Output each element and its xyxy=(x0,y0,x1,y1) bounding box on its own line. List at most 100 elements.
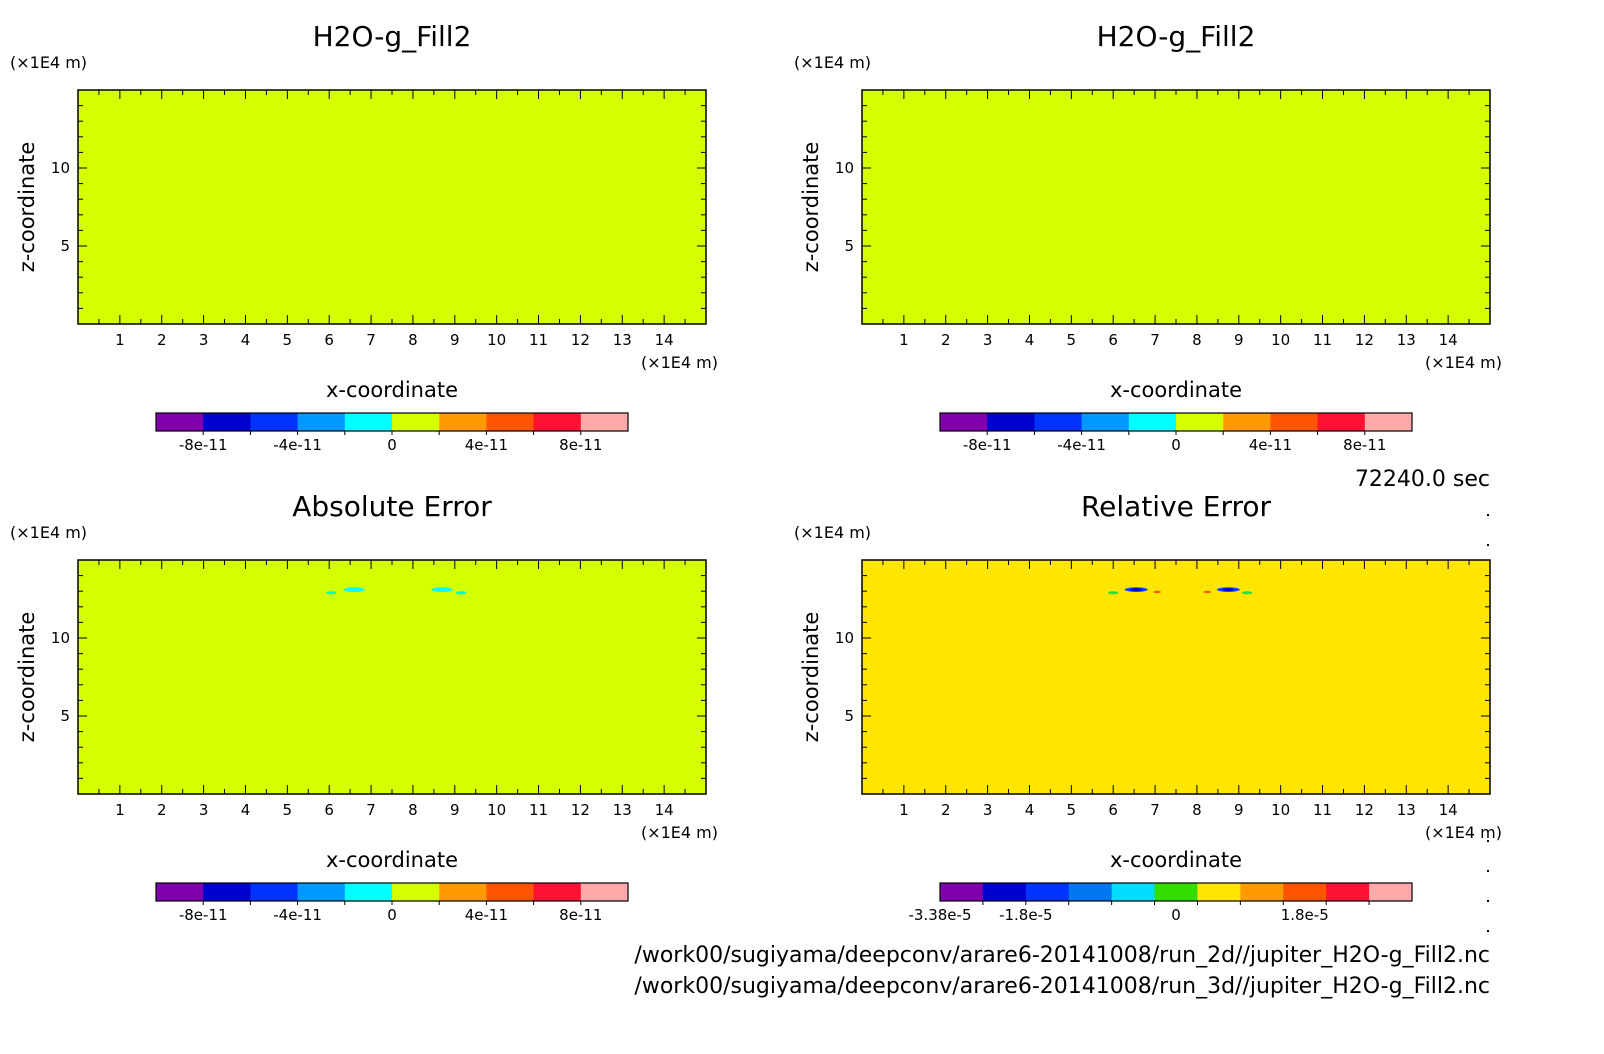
y-tick-label: 10 xyxy=(835,159,854,177)
x-tick-label: 14 xyxy=(1439,801,1458,819)
x-tick-label: 11 xyxy=(529,801,548,819)
x-tick-label: 6 xyxy=(324,801,334,819)
colorbar-swatch xyxy=(156,413,204,431)
x-tick-label: 1 xyxy=(115,801,125,819)
colorbar-swatch xyxy=(1176,413,1224,431)
x-tick-label: 4 xyxy=(241,801,251,819)
tick-marks xyxy=(77,89,707,325)
x-tick-label: 13 xyxy=(1397,801,1416,819)
file-path-2: /work00/sugiyama/deepconv/arare6-2014100… xyxy=(634,974,1490,999)
colorbar-swatch xyxy=(940,883,984,901)
colorbar-swatch xyxy=(439,413,487,431)
chart-title: Relative Error xyxy=(1081,490,1272,523)
colorbar-swatch xyxy=(297,413,346,431)
x-tick-label: 1 xyxy=(899,331,909,349)
colorbar: -8e-11 -4e-11 0 4e-11 8e-11 xyxy=(939,412,1413,454)
x-tick-label: 7 xyxy=(1150,331,1160,349)
colorbar-swatch xyxy=(392,413,440,431)
colorbar-swatch xyxy=(1081,413,1130,431)
colorbar: -8e-11 -4e-11 0 4e-11 8e-11 xyxy=(155,882,629,924)
colorbar-swatch xyxy=(1068,883,1113,901)
colorbar-swatch xyxy=(1317,413,1366,431)
colorbar-swatch xyxy=(486,883,535,901)
field-feature-1 xyxy=(343,587,365,592)
x-tick-label: 5 xyxy=(1067,801,1077,819)
colorbar-swatch xyxy=(987,413,1035,431)
colorbar-swatch xyxy=(1369,883,1413,901)
x-tick-label: 2 xyxy=(941,801,951,819)
colorbar-label: -4e-11 xyxy=(273,906,322,924)
colorbar-label: -1.8e-5 xyxy=(999,906,1052,924)
colorbar-swatch xyxy=(392,883,440,901)
x-tick-label: 5 xyxy=(1067,331,1077,349)
x-tick-label: 9 xyxy=(450,331,460,349)
x-tick-label: 8 xyxy=(1192,331,1202,349)
x-tick-label: 3 xyxy=(983,331,993,349)
x-tick-label: 8 xyxy=(1192,801,1202,819)
colorbar-label: 0 xyxy=(387,436,397,454)
colorbar-swatch xyxy=(1283,883,1327,901)
x-axis-label: x-coordinate xyxy=(1110,848,1242,872)
x-tick-label: 14 xyxy=(1439,331,1458,349)
y-tick-label: 5 xyxy=(60,707,70,725)
x-unit-label: (×1E4 m) xyxy=(1425,353,1502,372)
y-tick-label: 10 xyxy=(835,629,854,647)
colorbar-swatch xyxy=(1025,883,1070,901)
colorbar-swatch xyxy=(1034,413,1083,431)
x-tick-label: 4 xyxy=(1025,801,1035,819)
x-tick-label: 12 xyxy=(1355,331,1374,349)
x-tick-label: 6 xyxy=(1108,801,1118,819)
y-tick-label: 10 xyxy=(51,159,70,177)
y-unit-label: (×1E4 m) xyxy=(794,53,871,72)
x-tick-label: 9 xyxy=(1234,801,1244,819)
x-tick-label: 12 xyxy=(571,331,590,349)
x-tick-label: 13 xyxy=(613,331,632,349)
y-tick-label: 5 xyxy=(844,237,854,255)
x-tick-label: 1 xyxy=(899,801,909,819)
x-tick-label: 5 xyxy=(283,801,293,819)
field-feature-8 xyxy=(1203,590,1212,594)
colorbar-swatch xyxy=(203,883,251,901)
field-feature-3 xyxy=(1107,591,1119,595)
colorbar-swatch xyxy=(580,413,629,431)
colorbar-label: 1.8e-5 xyxy=(1281,906,1329,924)
colorbar-label: 4e-11 xyxy=(465,436,508,454)
colorbar-label: 0 xyxy=(1171,906,1181,924)
colorbar-swatch xyxy=(580,883,629,901)
x-tick-label: 1 xyxy=(115,331,125,349)
x-tick-label: 14 xyxy=(655,331,674,349)
x-tick-label: 2 xyxy=(157,331,167,349)
colorbar-label: 8e-11 xyxy=(1343,436,1386,454)
y-axis-label: z-coordinate xyxy=(799,612,823,743)
x-tick-label: 9 xyxy=(450,801,460,819)
field-feature-3 xyxy=(431,587,453,592)
colorbar-label: -8e-11 xyxy=(963,436,1012,454)
x-tick-label: 3 xyxy=(199,801,209,819)
colorbar-swatch xyxy=(533,413,582,431)
file-path-1: /work00/sugiyama/deepconv/arare6-2014100… xyxy=(634,943,1490,968)
colorbar-label: -4e-11 xyxy=(1057,436,1106,454)
y-tick-label: 5 xyxy=(844,707,854,725)
colorbar-swatch xyxy=(1270,413,1319,431)
x-tick-label: 3 xyxy=(983,801,993,819)
y-tick-label: 10 xyxy=(51,629,70,647)
x-tick-label: 13 xyxy=(1397,331,1416,349)
colorbar-swatch xyxy=(1111,883,1156,901)
x-axis-label: x-coordinate xyxy=(1110,378,1242,402)
colorbar-swatch xyxy=(156,883,204,901)
x-tick-label: 14 xyxy=(655,801,674,819)
colorbar-swatch xyxy=(203,413,251,431)
time-label: 72240.0 sec xyxy=(1355,467,1490,492)
x-unit-label: (×1E4 m) xyxy=(641,823,718,842)
chart-title: H2O-g_Fill2 xyxy=(1097,20,1256,53)
colorbar-label: -3.38e-5 xyxy=(909,906,972,924)
x-tick-label: 2 xyxy=(941,331,951,349)
colorbar-label: 0 xyxy=(1171,436,1181,454)
chart-panel-3: Absolute Error(×1E4 m)1 2 3 4 5 6 7 8 9 10 11 12 13 1… xyxy=(10,490,718,924)
x-axis-label: x-coordinate xyxy=(326,848,458,872)
y-unit-label: (×1E4 m) xyxy=(10,53,87,72)
x-tick-label: 7 xyxy=(366,801,376,819)
y-unit-label: (×1E4 m) xyxy=(10,523,87,542)
x-tick-label: 4 xyxy=(241,331,251,349)
